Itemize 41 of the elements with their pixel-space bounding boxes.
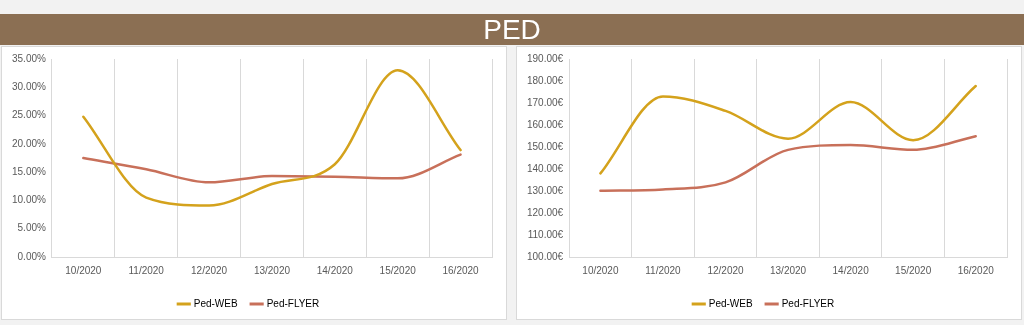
y-tick-label: 140.00€ xyxy=(526,162,564,174)
x-tick-label: 13/2020 xyxy=(253,264,291,276)
x-tick-label: 16/2020 xyxy=(442,264,480,276)
line-series xyxy=(599,84,977,175)
y-tick-label: 100.00€ xyxy=(526,250,564,262)
y-tick-label: 130.00€ xyxy=(526,184,564,196)
y-tick-label: 30.00% xyxy=(11,81,47,93)
y-tick-label: 110.00€ xyxy=(527,228,564,240)
x-tick-label: 16/2020 xyxy=(957,264,995,276)
x-tick-label: 14/2020 xyxy=(832,264,870,276)
y-tick-label: 5.00% xyxy=(17,222,47,234)
y-tick-label: 15.00% xyxy=(11,165,47,177)
x-tick-label: 11/2020 xyxy=(128,264,165,276)
x-tick-label: 13/2020 xyxy=(770,264,807,276)
line-series xyxy=(599,134,977,193)
y-tick-label: 150.00€ xyxy=(526,140,564,152)
chart-title: PED xyxy=(0,14,1024,45)
y-tick-label: 170.00€ xyxy=(526,96,564,108)
x-tick-label: 11/2020 xyxy=(645,264,682,276)
line-series xyxy=(82,153,462,184)
x-tick-label: 15/2020 xyxy=(895,264,932,276)
legend-label: Ped-FLYER xyxy=(266,297,320,309)
legend-label: Ped-WEB xyxy=(708,297,753,309)
x-tick-label: 12/2020 xyxy=(707,264,745,276)
legend-label: Ped-FLYER xyxy=(781,297,835,309)
line-series xyxy=(82,69,462,207)
x-tick-label: 10/2020 xyxy=(65,264,102,276)
y-tick-label: 0.00% xyxy=(17,250,47,262)
y-tick-label: 25.00% xyxy=(11,109,47,121)
y-tick-label: 20.00% xyxy=(11,137,47,149)
y-tick-label: 35.00% xyxy=(11,52,47,64)
y-tick-label: 160.00€ xyxy=(526,118,564,130)
x-tick-label: 14/2020 xyxy=(316,264,354,276)
x-tick-label: 15/2020 xyxy=(379,264,417,276)
legend-label: Ped-WEB xyxy=(193,297,238,309)
y-tick-label: 120.00€ xyxy=(526,206,564,218)
y-tick-label: 10.00% xyxy=(11,194,47,206)
y-tick-label: 190.00€ xyxy=(526,52,564,64)
y-tick-label: 180.00€ xyxy=(526,74,564,86)
x-tick-label: 10/2020 xyxy=(582,264,619,276)
x-tick-label: 12/2020 xyxy=(191,264,228,276)
